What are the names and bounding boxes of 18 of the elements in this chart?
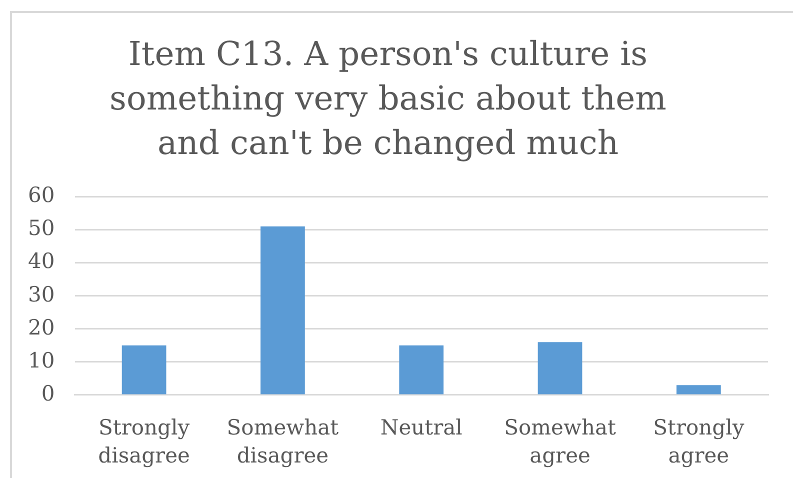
bar (122, 345, 166, 394)
x-tick-label: Somewhat agree (504, 415, 616, 468)
x-tick-label: Strongly agree (653, 415, 744, 468)
y-tick-label: 20 (28, 315, 55, 340)
x-tick-label: Somewhat disagree (226, 415, 340, 468)
x-tick-label: Neutral (380, 415, 463, 440)
y-tick-label: 50 (28, 216, 55, 240)
x-tick-label: Strongly disagree (98, 415, 190, 468)
y-tick-label: 30 (28, 282, 55, 306)
bar (676, 385, 721, 394)
y-tick-label: 0 (41, 381, 55, 406)
y-tick-label: 60 (28, 183, 55, 208)
bar (399, 345, 444, 394)
bar (538, 342, 582, 394)
y-tick-label: 40 (28, 249, 55, 274)
bar (260, 226, 305, 394)
chart-title: Item C13. A person's culture is something very basic about them and can't be changed much (110, 34, 666, 162)
y-tick-label: 10 (28, 348, 55, 372)
